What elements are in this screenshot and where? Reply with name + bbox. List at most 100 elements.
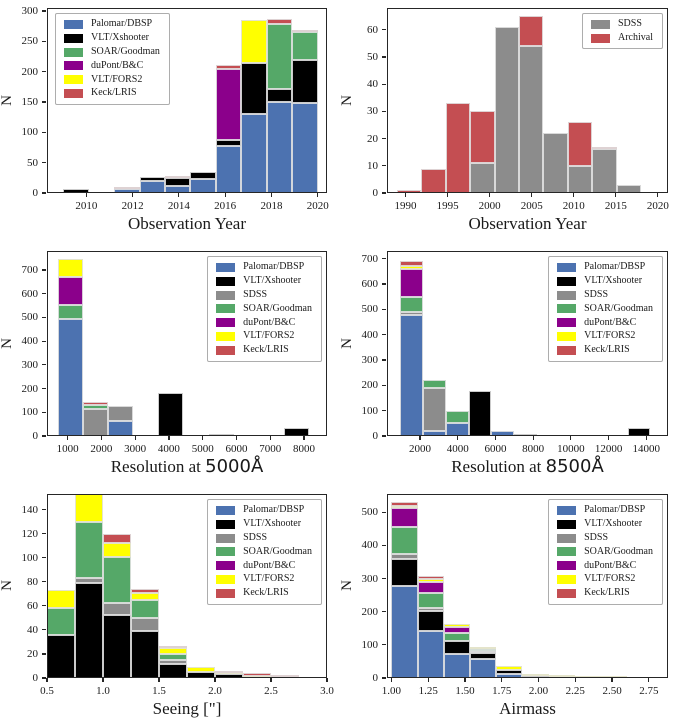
legend-item: duPont/B&C [557, 560, 653, 572]
y-tick-label: 500 [361, 303, 379, 316]
x-axis-label-part: Observation Year [127, 214, 247, 233]
y-tick-label: 150 [21, 96, 39, 109]
legend: Palomar/DBSP VLT/Xshooter SDSS SOAR/Goodman… [207, 256, 322, 362]
bar-segment [616, 184, 642, 193]
legend-swatch [64, 89, 83, 99]
x-tick [202, 436, 204, 440]
legend-item: Palomar/DBSP [216, 504, 312, 516]
x-tick-label: 2000 [90, 443, 113, 455]
x-tick-label: 3.0 [320, 685, 334, 697]
y-tick-label: 100 [21, 126, 39, 139]
bar-segment [190, 179, 216, 193]
legend-item: Keck/LRIS [64, 88, 160, 99]
legend-item: Archival [591, 31, 653, 44]
bar-segment [592, 149, 617, 193]
bar-segment [266, 23, 293, 89]
bar-segment [131, 599, 159, 618]
y-tick-label: 0 [32, 187, 39, 199]
bar-segment [423, 380, 446, 389]
legend-label: VLT/FORS2 [243, 330, 295, 342]
legend-label: Archival [618, 31, 653, 43]
y-tick-label: 80 [27, 575, 38, 588]
x-tick-label: 0.5 [40, 685, 54, 697]
x-tick [489, 193, 491, 197]
legend: Palomar/DBSP VLT/Xshooter SDSS SOAR/Goodman… [207, 499, 322, 605]
bar-segment [83, 401, 109, 406]
x-axis-label: Airmass [387, 699, 668, 719]
y-axis-label: N [338, 94, 355, 106]
x-tick [427, 678, 429, 682]
x-tick [611, 678, 613, 682]
bar-segment [443, 624, 470, 627]
x-tick [494, 436, 497, 440]
legend-item: Keck/LRIS [216, 345, 312, 356]
bar-segment [443, 626, 470, 634]
bar-segment [496, 670, 523, 675]
x-tick [537, 678, 540, 682]
y-tick-label: 30 [367, 105, 378, 118]
y-tick-label: 60 [367, 23, 378, 36]
bar-segment [75, 578, 103, 583]
x-tick [573, 193, 575, 197]
bar-segment [215, 146, 242, 193]
bar-segment [103, 543, 131, 557]
x-tick-label: 2.50 [602, 685, 622, 697]
legend-swatch [557, 332, 577, 342]
x-tick [607, 436, 610, 440]
x-tick-label: 2.75 [639, 685, 659, 697]
legend-label: Palomar/DBSP [91, 18, 153, 29]
legend-swatch [557, 533, 577, 543]
bar-segment [266, 18, 293, 24]
legend-label: VLT/FORS2 [91, 73, 143, 85]
bar-segment [494, 27, 520, 193]
bar-segment [283, 428, 309, 436]
bar-segment [391, 553, 418, 559]
y-tick [42, 71, 46, 73]
x-tick-label: 2010 [75, 200, 98, 212]
x-axis-label-part: Resolution at [110, 457, 206, 476]
y-tick-label: 60 [27, 599, 38, 612]
x-axis-label: Observation Year [47, 214, 327, 234]
x-tick-label: 2020 [646, 200, 669, 212]
bar-segment [421, 168, 446, 193]
bar-segment [574, 676, 601, 678]
bar-segment [470, 163, 495, 193]
x-axis-label-part: 8500Å [545, 456, 604, 477]
x-tick [303, 436, 305, 440]
legend-label: SDSS [243, 288, 267, 300]
bar-segment [139, 181, 165, 193]
y-tick-label: 0 [372, 430, 379, 442]
x-tick-label: 2012 [121, 200, 144, 212]
bar-segment [243, 673, 271, 676]
legend-item: Palomar/DBSP [557, 504, 653, 516]
y-tick [42, 629, 46, 631]
bar-segment [417, 593, 444, 609]
plot-area: 0.5 1.0 1.5 2.0 2.5 3.0 0 20 40 60 80 100 120 140 Palo… [22, 494, 334, 697]
bar-segment [187, 667, 215, 672]
y-tick [42, 40, 46, 42]
y-tick-label: 400 [361, 328, 379, 341]
bar-segment [600, 676, 628, 678]
y-tick-label: 250 [21, 35, 39, 48]
bar-segment [165, 186, 191, 193]
panel-obs-year-sdss-archival: 1990 1995 2000 2005 2010 2015 2020 0 10 20 30 40 50 6… [338, 0, 681, 243]
legend-item: SOAR/Goodman [216, 546, 312, 558]
x-tick [648, 678, 650, 682]
y-axis-label: N [338, 337, 355, 349]
x-tick-label: 14000 [632, 443, 661, 455]
bar-segment [47, 590, 75, 609]
x-tick [570, 436, 572, 440]
y-tick-label: 700 [21, 263, 39, 276]
legend-swatch [216, 346, 236, 356]
y-tick [382, 283, 386, 285]
legend-item: VLT/FORS2 [557, 331, 653, 342]
legend-swatch [216, 332, 236, 342]
legend-label: Palomar/DBSP [243, 504, 305, 515]
x-tick-label: 1.5 [152, 685, 166, 697]
bar-segment [75, 494, 103, 522]
y-tick [42, 677, 46, 679]
y-tick [42, 101, 46, 103]
legend-label: VLT/FORS2 [584, 330, 636, 342]
y-tick-label: 50 [367, 50, 378, 63]
y-tick [382, 410, 386, 412]
